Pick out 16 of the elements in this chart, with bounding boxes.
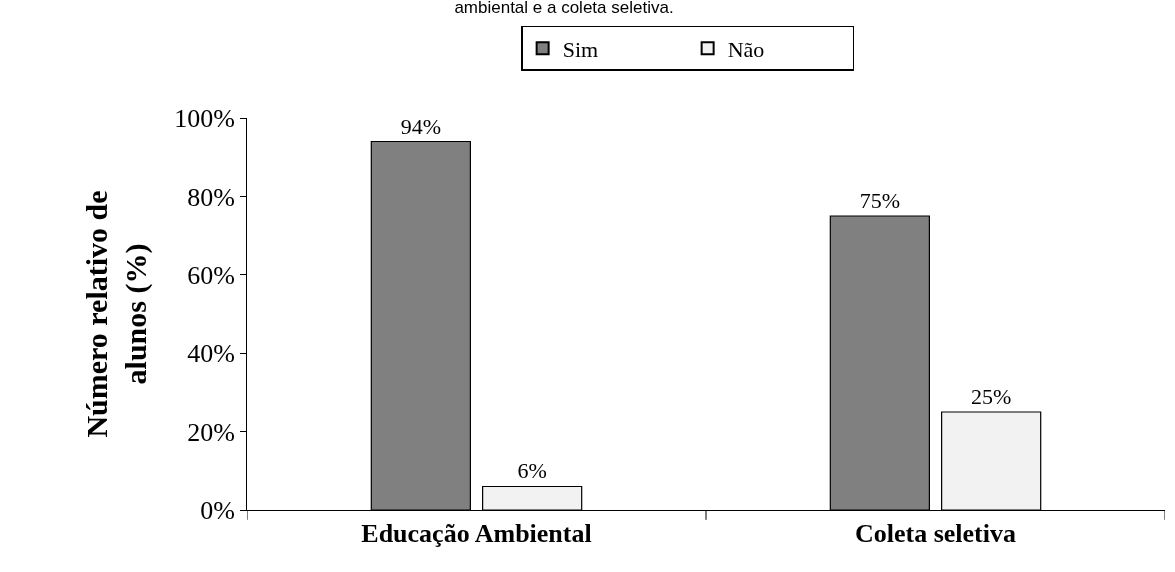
- data-label: 6%: [517, 458, 547, 484]
- data-label: 75%: [859, 188, 901, 213]
- y-tick-label: 80%: [187, 182, 235, 212]
- y-tick-label: 60%: [187, 260, 235, 290]
- chart-title: ambiental e a coleta seletiva.: [454, 0, 674, 18]
- data-label: 25%: [970, 384, 1012, 409]
- y-axis-title: Número relativo de alunos (%): [80, 190, 154, 438]
- x-tick-label: Educação Ambiental: [361, 519, 592, 549]
- y-tick-label: 40%: [187, 339, 235, 369]
- y-tick-label: 100%: [174, 104, 235, 134]
- legend-label: Não: [727, 36, 765, 62]
- y-tick-label: 20%: [187, 417, 235, 447]
- x-tick-label: Coleta seletiva: [854, 519, 1017, 549]
- legend-label: Sim: [562, 36, 599, 62]
- y-tick-label: 0%: [200, 496, 235, 526]
- data-label: 94%: [400, 113, 442, 139]
